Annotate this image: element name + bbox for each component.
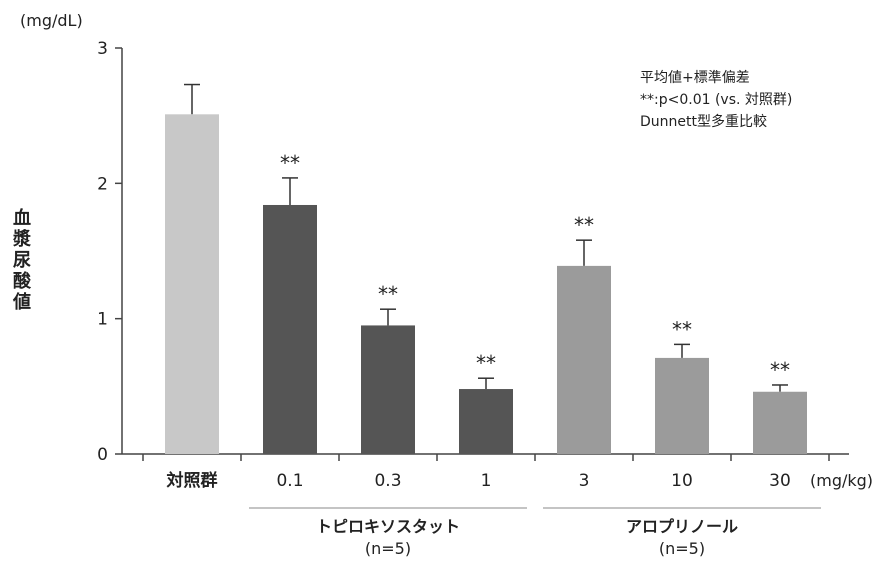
x-category-label: 0.1 bbox=[276, 471, 303, 491]
x-category-label: 10 bbox=[671, 471, 693, 491]
significance-label: ** bbox=[770, 358, 790, 382]
annotation-line: 平均値+標準偏差 bbox=[640, 70, 750, 86]
bar-3 bbox=[459, 389, 513, 454]
significance-label: ** bbox=[378, 282, 398, 306]
group-name: トピロキソスタット bbox=[316, 517, 460, 536]
x-category-label: 0.3 bbox=[374, 471, 401, 491]
group-name: アロプリノール bbox=[626, 517, 738, 536]
bar-2 bbox=[361, 325, 415, 454]
annotation-line: **:p<0.01 (vs. 対照群) bbox=[640, 92, 792, 108]
x-unit-label: (mg/kg) bbox=[810, 471, 873, 490]
bar-4 bbox=[557, 265, 611, 454]
significance-label: ** bbox=[672, 317, 692, 341]
y-axis-label: 血漿尿酸値 bbox=[13, 208, 31, 313]
x-category-label: 対照群 bbox=[166, 470, 218, 491]
significance-label: ** bbox=[280, 151, 300, 175]
group-n: (n=5) bbox=[659, 539, 705, 558]
annotation-line: Dunnett型多重比較 bbox=[640, 113, 767, 130]
y-tick-label: 0 bbox=[97, 445, 108, 465]
x-category-label: 3 bbox=[579, 471, 590, 491]
significance-label: ** bbox=[476, 351, 496, 375]
y-tick-label: 1 bbox=[97, 310, 108, 330]
y-unit-label: (mg/dL) bbox=[20, 11, 83, 30]
bar-0 bbox=[165, 114, 219, 455]
y-tick-label: 3 bbox=[97, 39, 108, 59]
y-tick-label: 2 bbox=[97, 174, 108, 194]
x-category-label: 1 bbox=[481, 471, 492, 491]
group-n: (n=5) bbox=[365, 539, 411, 558]
bar-1 bbox=[263, 204, 317, 454]
significance-label: ** bbox=[574, 213, 594, 237]
x-category-label: 30 bbox=[769, 471, 791, 491]
bar-5 bbox=[655, 357, 709, 454]
bar-6 bbox=[753, 391, 807, 454]
